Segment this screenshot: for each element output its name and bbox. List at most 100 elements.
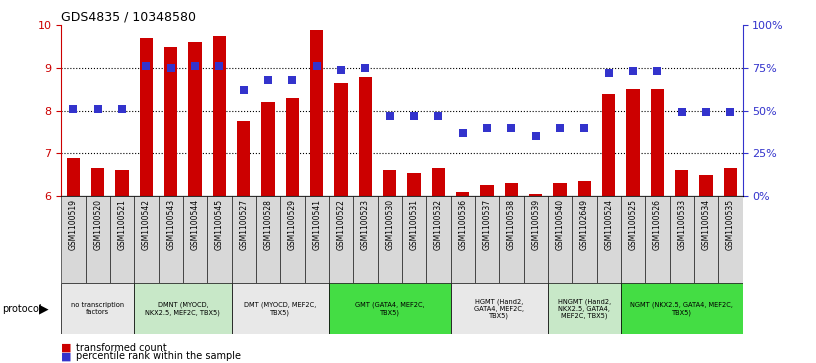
- Point: [188, 64, 202, 69]
- Text: GSM1100537: GSM1100537: [482, 199, 491, 250]
- Text: GSM1100542: GSM1100542: [142, 199, 151, 250]
- Text: GSM1100529: GSM1100529: [288, 199, 297, 250]
- Bar: [724, 168, 737, 196]
- Bar: [450, 283, 548, 334]
- Bar: [134, 283, 232, 334]
- Bar: [164, 47, 177, 196]
- Bar: [401, 196, 426, 283]
- Bar: [335, 83, 348, 196]
- Text: GSM1100535: GSM1100535: [726, 199, 735, 250]
- Point: [578, 125, 591, 131]
- Bar: [670, 196, 694, 283]
- Bar: [280, 196, 304, 283]
- Point: [530, 133, 543, 139]
- Bar: [353, 196, 378, 283]
- Bar: [329, 196, 353, 283]
- Bar: [650, 89, 664, 196]
- Bar: [475, 196, 499, 283]
- Point: [675, 110, 688, 115]
- Text: GSM1100522: GSM1100522: [336, 199, 345, 249]
- Bar: [237, 121, 251, 196]
- Text: HNGMT (Hand2,
NKX2.5, GATA4,
MEF2C, TBX5): HNGMT (Hand2, NKX2.5, GATA4, MEF2C, TBX5…: [558, 298, 611, 319]
- Point: [140, 64, 153, 69]
- Text: GSM1100523: GSM1100523: [361, 199, 370, 250]
- Text: ■: ■: [61, 351, 72, 361]
- Text: GSM1100521: GSM1100521: [118, 199, 126, 249]
- Bar: [694, 196, 718, 283]
- Text: GSM1100530: GSM1100530: [385, 199, 394, 250]
- Bar: [329, 283, 450, 334]
- Text: GMT (GATA4, MEF2C,
TBX5): GMT (GATA4, MEF2C, TBX5): [355, 302, 424, 315]
- Bar: [548, 283, 621, 334]
- Text: GSM1100520: GSM1100520: [93, 199, 102, 250]
- Bar: [183, 196, 207, 283]
- Text: GSM1100538: GSM1100538: [507, 199, 516, 250]
- Bar: [86, 196, 110, 283]
- Text: ■: ■: [61, 343, 72, 353]
- Text: no transcription
factors: no transcription factors: [71, 302, 124, 315]
- Bar: [602, 94, 615, 196]
- Point: [310, 64, 323, 69]
- Bar: [207, 196, 232, 283]
- Text: GSM1100525: GSM1100525: [628, 199, 637, 250]
- Bar: [134, 196, 158, 283]
- Bar: [256, 196, 280, 283]
- Text: GSM1100540: GSM1100540: [556, 199, 565, 250]
- Point: [213, 64, 226, 69]
- Text: GSM1100533: GSM1100533: [677, 199, 686, 250]
- Text: GSM1100539: GSM1100539: [531, 199, 540, 250]
- Point: [384, 113, 397, 119]
- Text: DMT (MYOCD, MEF2C,
TBX5): DMT (MYOCD, MEF2C, TBX5): [244, 302, 317, 315]
- Bar: [261, 102, 275, 196]
- Bar: [627, 89, 640, 196]
- Bar: [232, 283, 329, 334]
- Text: GSM1100527: GSM1100527: [239, 199, 248, 250]
- Text: GSM1100532: GSM1100532: [434, 199, 443, 250]
- Bar: [232, 196, 256, 283]
- Bar: [621, 196, 645, 283]
- Text: NGMT (NKX2.5, GATA4, MEF2C,
TBX5): NGMT (NKX2.5, GATA4, MEF2C, TBX5): [630, 302, 733, 315]
- Bar: [61, 196, 86, 283]
- Bar: [304, 196, 329, 283]
- Bar: [450, 196, 475, 283]
- Bar: [310, 30, 323, 196]
- Text: protocol: protocol: [2, 303, 42, 314]
- Point: [261, 77, 274, 83]
- Text: GSM1100519: GSM1100519: [69, 199, 78, 250]
- Bar: [529, 194, 543, 196]
- Bar: [158, 196, 183, 283]
- Bar: [407, 172, 421, 196]
- Text: GSM1100524: GSM1100524: [604, 199, 613, 250]
- Text: percentile rank within the sample: percentile rank within the sample: [76, 351, 241, 361]
- Text: ▶: ▶: [39, 302, 49, 315]
- Bar: [91, 168, 104, 196]
- Bar: [481, 185, 494, 196]
- Bar: [572, 196, 596, 283]
- Bar: [596, 196, 621, 283]
- Bar: [718, 196, 743, 283]
- Point: [724, 110, 737, 115]
- Bar: [524, 196, 548, 283]
- Bar: [140, 38, 153, 196]
- Text: transformed count: transformed count: [76, 343, 166, 353]
- Point: [286, 77, 299, 83]
- Point: [407, 113, 420, 119]
- Text: GSM1100528: GSM1100528: [264, 199, 273, 249]
- Point: [553, 125, 566, 131]
- Text: GSM1100531: GSM1100531: [410, 199, 419, 250]
- Point: [602, 70, 615, 76]
- Point: [237, 87, 251, 93]
- Point: [116, 106, 129, 112]
- Bar: [115, 170, 129, 196]
- Text: HGMT (Hand2,
GATA4, MEF2C,
TBX5): HGMT (Hand2, GATA4, MEF2C, TBX5): [474, 298, 524, 319]
- Text: GSM1100526: GSM1100526: [653, 199, 662, 250]
- Bar: [383, 170, 397, 196]
- Text: GSM1100541: GSM1100541: [313, 199, 322, 250]
- Bar: [553, 183, 567, 196]
- Bar: [213, 36, 226, 196]
- Bar: [675, 170, 689, 196]
- Text: DMNT (MYOCD,
NKX2.5, MEF2C, TBX5): DMNT (MYOCD, NKX2.5, MEF2C, TBX5): [145, 302, 220, 315]
- Text: GSM1100545: GSM1100545: [215, 199, 224, 250]
- Point: [164, 65, 177, 71]
- Bar: [548, 196, 572, 283]
